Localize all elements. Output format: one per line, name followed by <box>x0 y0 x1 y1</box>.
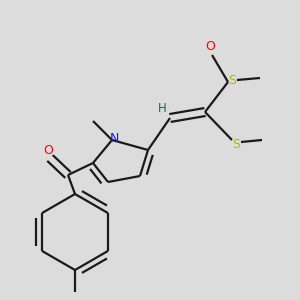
Text: H: H <box>158 101 166 115</box>
Text: O: O <box>205 40 215 52</box>
Text: S: S <box>232 139 240 152</box>
Text: N: N <box>109 133 119 146</box>
Text: S: S <box>228 74 236 86</box>
Text: O: O <box>43 143 53 157</box>
